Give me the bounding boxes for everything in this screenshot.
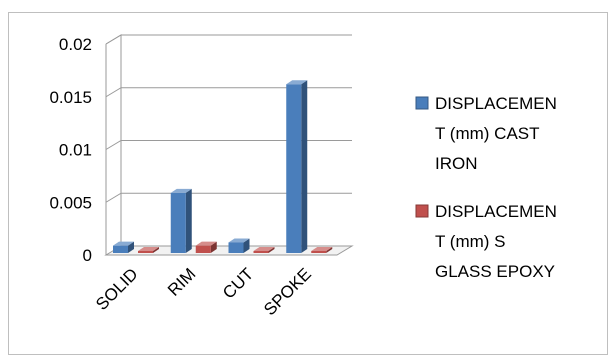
bar-top-0-3 [286, 80, 308, 85]
x-category-label: RIM [164, 264, 199, 299]
gridline [105, 34, 352, 45]
chart-area: 0 0.005 0.01 0.015 0.02 SOLID RIM CUT SPOKE DISPL… [8, 12, 608, 355]
y-tick-label: 0.005 [49, 193, 92, 212]
legend-entry-text: T (mm) S [435, 232, 506, 251]
bar-side-1-3 [326, 247, 333, 253]
bar-0-spoke [286, 84, 302, 253]
bar-1-rim [195, 245, 211, 253]
y-tick-label: 0 [83, 246, 92, 265]
legend-entry-text: DISPLACEMEN [435, 94, 557, 113]
bar-top-1-0 [138, 247, 159, 251]
bar-side-0-3 [301, 80, 308, 253]
bar-1-spoke [311, 251, 327, 253]
y-tick-label: 0.015 [49, 88, 92, 107]
bar-0-rim [170, 192, 186, 253]
x-category-label: CUT [219, 264, 257, 302]
gridline [105, 192, 352, 203]
bar-side-1-1 [210, 241, 217, 253]
legend-entry-text: DISPLACEMEN [435, 202, 557, 221]
y-tick-label: 0.02 [59, 35, 92, 54]
bar-top-0-2 [228, 238, 250, 243]
legend-entry-text: T (mm) CAST [435, 124, 540, 143]
bar-0-cut [228, 242, 244, 253]
bar-side-1-0 [153, 247, 159, 253]
bar-top-0-1 [170, 188, 192, 193]
bar-top-1-3 [311, 247, 333, 251]
legend-entry-text: GLASS EPOXY [435, 262, 555, 281]
legend-swatch-1 [415, 204, 429, 218]
y-tick-label: 0.01 [59, 141, 92, 160]
gridline [105, 87, 352, 98]
bar-top-0-0 [113, 241, 134, 246]
bar-1-solid [138, 251, 153, 253]
bar-1-cut [253, 251, 269, 253]
bar-top-1-2 [253, 247, 275, 251]
bar-side-0-1 [185, 188, 192, 253]
bar-top-1-1 [195, 241, 217, 246]
bar-side-0-2 [243, 238, 250, 253]
bar-side-1-2 [268, 247, 275, 253]
x-category-label: SPOKE [260, 264, 315, 319]
legend-swatch-0 [415, 96, 429, 110]
bar-chart-3d: 0 0.005 0.01 0.015 0.02 SOLID RIM CUT SPOKE DISPL… [49, 34, 557, 319]
bar-side-0-0 [128, 241, 134, 253]
legend-entry-text: IRON [435, 154, 478, 173]
x-category-label: SOLID [92, 264, 142, 314]
gridline [105, 140, 352, 150]
bar-0-solid [113, 245, 128, 253]
